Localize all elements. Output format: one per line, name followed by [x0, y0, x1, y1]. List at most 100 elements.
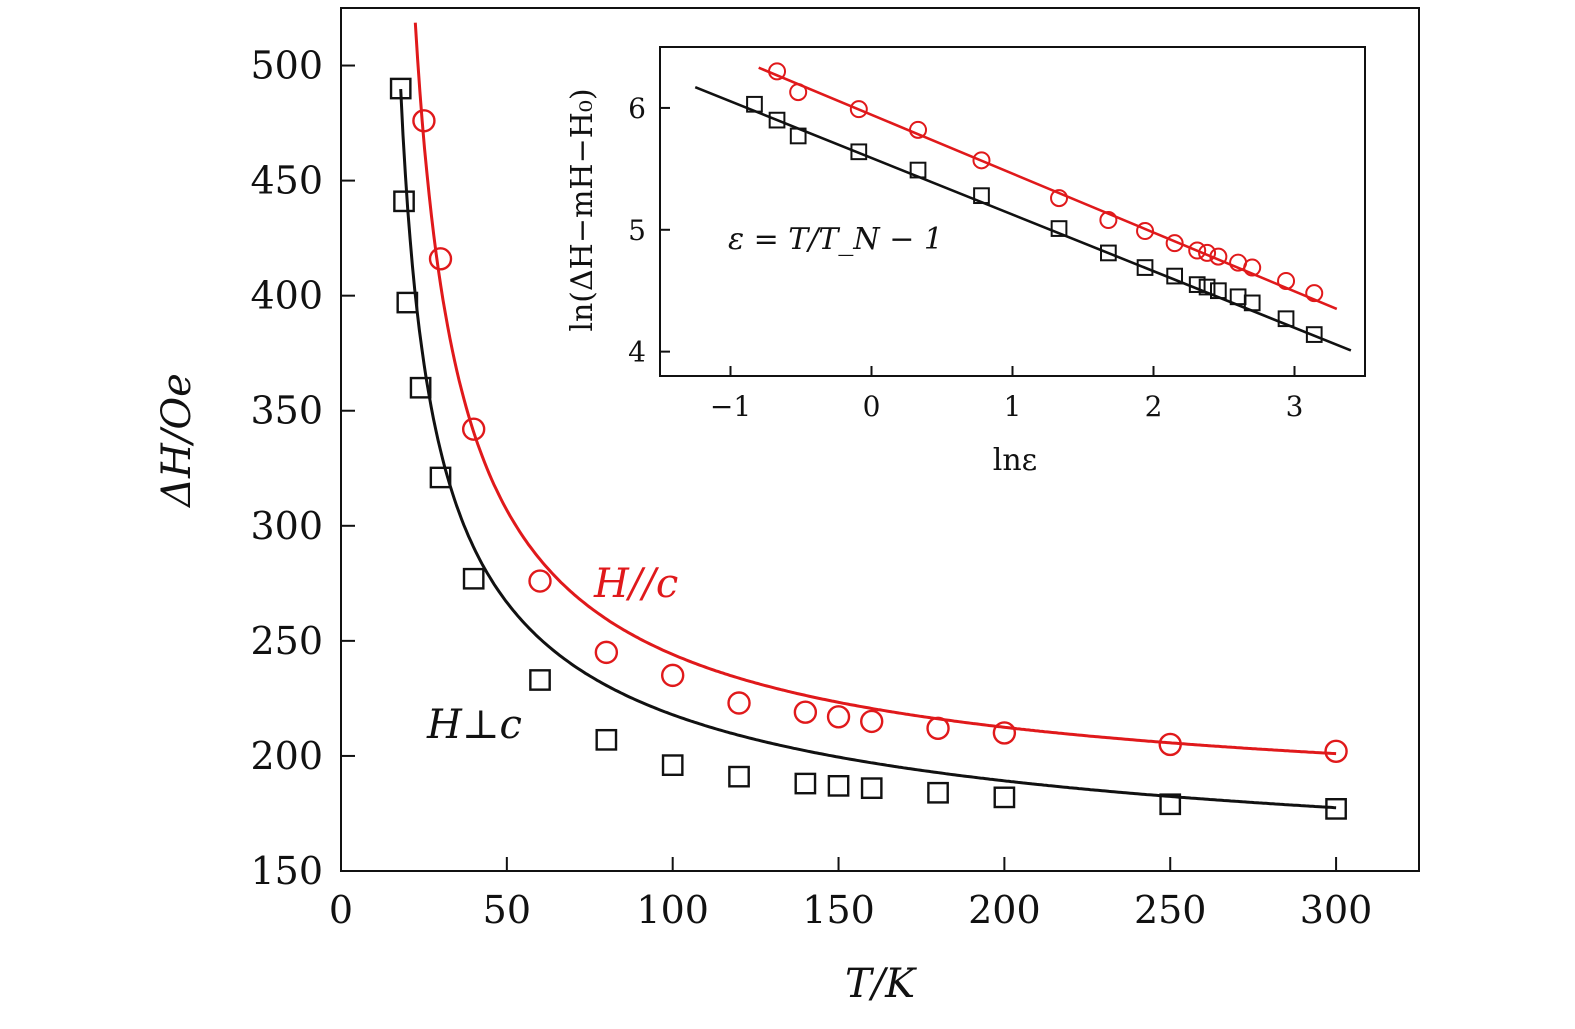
data-point-square	[909, 161, 927, 179]
data-point-circle	[992, 721, 1017, 745]
data-point-circle	[793, 700, 818, 724]
data-point-square	[529, 669, 551, 691]
fit-line-h-parallel-c	[758, 66, 1338, 311]
y-tick-label: 5	[628, 214, 646, 247]
data-point-square	[728, 765, 750, 788]
data-point-circle	[1243, 258, 1262, 277]
x-tick-label: 1	[1004, 390, 1022, 423]
data-point-square	[1159, 793, 1182, 816]
x-tick-label: 100	[636, 888, 709, 932]
series-label-h-parallel-c: H//c	[593, 561, 678, 607]
y-tick-label: 250	[250, 619, 323, 663]
x-tick-label: 250	[1134, 888, 1207, 932]
inset-fit-lines	[694, 66, 1352, 352]
main-y-axis-label: ΔH/Oe	[154, 373, 200, 509]
data-point-square	[768, 111, 786, 129]
data-point-square	[1166, 267, 1184, 285]
data-point-circle	[1198, 243, 1217, 262]
main-plot-frame	[340, 7, 1420, 872]
data-point-square	[794, 772, 817, 795]
data-point-circle	[860, 709, 884, 734]
x-tick-label: 0	[863, 390, 881, 423]
data-point-square	[396, 291, 419, 314]
y-tick-label: 350	[250, 389, 323, 433]
x-tick-label: 300	[1300, 888, 1373, 932]
x-tick-label: −1	[710, 390, 751, 423]
data-point-circle	[528, 569, 552, 593]
data-point-circle	[826, 705, 851, 729]
data-point-circle	[849, 100, 868, 119]
y-tick-label: 400	[250, 274, 323, 318]
y-tick-label: 500	[250, 44, 323, 88]
data-point-square	[1136, 259, 1154, 276]
data-point-circle	[972, 151, 991, 170]
x-tick-label: 3	[1286, 390, 1304, 423]
data-point-circle	[768, 62, 787, 81]
data-point-square	[1188, 276, 1206, 293]
data-point-square	[789, 127, 807, 145]
y-tick-label: 4	[628, 336, 646, 369]
x-tick-label: 50	[483, 888, 531, 932]
x-tick-label: 200	[968, 888, 1041, 932]
data-point-square	[993, 786, 1016, 809]
data-point-square	[827, 774, 850, 797]
data-point-circle	[1165, 234, 1184, 253]
inset-x-axis-label: lnε	[993, 443, 1037, 478]
inset-background	[660, 47, 1365, 376]
x-tick-label: 150	[802, 888, 875, 932]
data-point-square	[595, 728, 618, 751]
data-point-square	[860, 777, 883, 800]
x-tick-label: 2	[1145, 390, 1163, 423]
data-point-square	[746, 95, 763, 113]
data-point-square	[1100, 244, 1117, 262]
main-axis-ticks: 0 50 100 150 200 250 3001502002503003504004505…	[250, 44, 1372, 932]
y-tick-label: 300	[250, 504, 323, 548]
data-point-square	[1277, 310, 1295, 328]
inset-axis-ticks: −1 0 1 2 3 4 5 6	[628, 92, 1303, 423]
data-point-square	[1210, 282, 1227, 300]
data-point-square	[389, 77, 412, 100]
data-point-circle	[1099, 211, 1118, 230]
series-label-h-perp-c: H⊥c	[426, 702, 522, 748]
data-point-circle	[660, 663, 685, 688]
inset-data-points	[746, 62, 1324, 343]
data-point-circle	[412, 109, 436, 133]
data-point-circle	[1188, 241, 1207, 260]
data-point-circle	[428, 247, 453, 271]
data-point-square	[462, 567, 485, 590]
y-tick-label: 450	[250, 159, 323, 203]
data-point-circle	[789, 83, 808, 102]
data-point-circle	[909, 120, 928, 139]
y-tick-label: 200	[250, 734, 323, 778]
data-point-circle	[727, 691, 751, 715]
x-tick-label: 0	[329, 888, 353, 932]
data-point-circle	[1158, 732, 1182, 757]
data-point-square	[429, 466, 452, 489]
data-point-circle	[1050, 189, 1069, 208]
data-point-square	[661, 754, 684, 776]
fit-line-h-perp-c	[694, 86, 1352, 352]
data-point-circle	[1136, 221, 1155, 240]
data-point-square	[927, 781, 949, 804]
inset-y-axis-label: ln(ΔH−mH−H₀)	[565, 88, 600, 331]
data-point-circle	[594, 640, 619, 665]
data-point-square	[973, 187, 990, 205]
data-point-square	[1050, 220, 1068, 237]
data-point-square	[1198, 278, 1216, 296]
main-data-points	[389, 77, 1348, 820]
main-x-axis-label: T/K	[845, 961, 917, 1007]
data-point-circle	[926, 716, 950, 741]
data-point-circle	[1324, 739, 1348, 764]
data-point-square	[850, 143, 868, 161]
data-point-circle	[1277, 271, 1296, 290]
data-point-square	[1305, 326, 1323, 343]
data-point-square	[409, 376, 432, 399]
data-point-square	[1243, 294, 1261, 312]
inset-annotation: ε = T/T_N − 1	[728, 222, 943, 257]
y-tick-label: 150	[250, 849, 323, 893]
fit-curve-h-parallel-c	[413, 22, 1337, 756]
data-point-circle	[1305, 284, 1324, 303]
data-point-circle	[461, 417, 486, 441]
